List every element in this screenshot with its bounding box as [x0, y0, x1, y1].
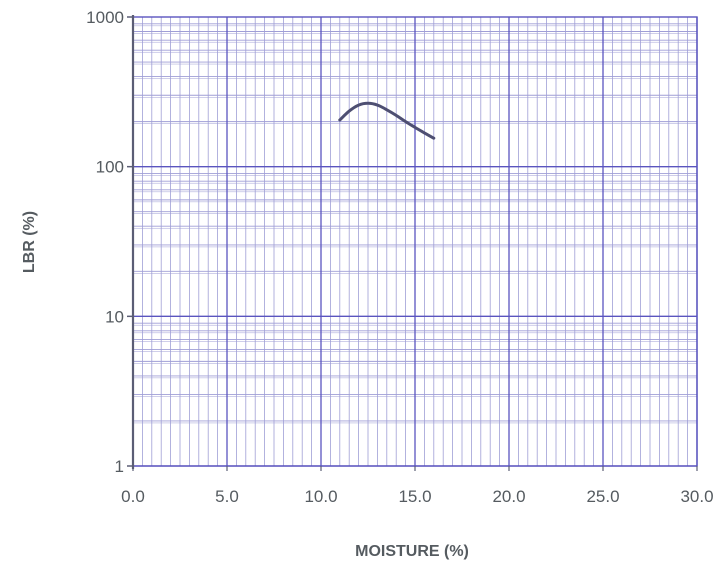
y-tick-label: 100: [96, 158, 124, 177]
x-tick-label: 0.0: [121, 487, 145, 506]
x-tick-label: 20.0: [492, 487, 525, 506]
data-point: [367, 102, 369, 105]
data-point: [357, 104, 360, 106]
x-tick-labels: 0.0 5.0 10.0 15.0 20.0 25.0 30.0: [121, 487, 713, 506]
data-point: [395, 114, 398, 117]
data-point: [433, 137, 435, 139]
x-tick-label: 5.0: [215, 487, 239, 506]
x-tick-label: 10.0: [304, 487, 337, 506]
data-point: [339, 119, 341, 121]
data-point: [348, 110, 351, 112]
plot-axes: [127, 15, 698, 471]
x-axis-title: MOISTURE (%): [355, 543, 469, 560]
data-point: [386, 109, 388, 111]
series-group: [338, 101, 436, 140]
y-tick-label: 10: [105, 307, 124, 326]
data-point: [376, 104, 379, 106]
data-point: [414, 126, 416, 129]
x-tick-label: 25.0: [586, 487, 619, 506]
x-tick-label: 15.0: [398, 487, 431, 506]
y-tick-labels: 1 10 100 1000: [86, 8, 124, 476]
y-tick-label: 1000: [86, 8, 124, 27]
data-point: [404, 120, 407, 123]
y-tick-label: 1: [115, 457, 124, 476]
x-tick-label: 30.0: [680, 487, 713, 506]
data-point: [423, 132, 426, 134]
y-axis-title: LBR (%): [21, 211, 38, 273]
